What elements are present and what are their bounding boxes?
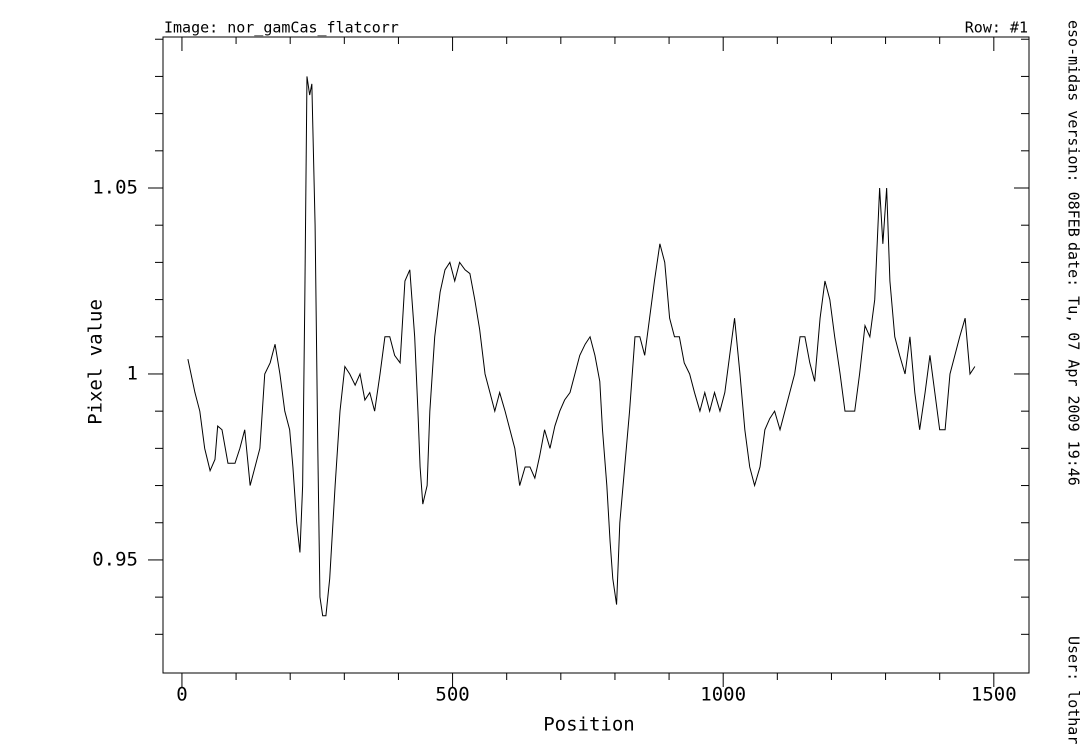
- y-axis-label: Pixel value: [85, 299, 107, 425]
- x-tick-label: 1500: [971, 684, 1017, 706]
- version-note: eso-midas version: 08FEB: [1065, 20, 1083, 237]
- y-tick-label: 1.05: [92, 177, 138, 199]
- user-note: User: lothar: [1065, 636, 1083, 744]
- y-tick-label: 0.95: [92, 548, 138, 570]
- plot-frame: [162, 36, 1030, 674]
- chart-title: Image: nor_gamCas_flatcorr: [164, 19, 399, 37]
- row-label: Row: #1: [965, 19, 1028, 37]
- y-tick-label: 1: [127, 362, 138, 384]
- x-tick-label: 500: [435, 684, 469, 706]
- date-note: date: Tu, 07 Apr 2009 19:46: [1065, 242, 1083, 486]
- x-tick-label: 1000: [700, 684, 746, 706]
- x-axis-label: Position: [543, 714, 635, 736]
- x-tick-label: 0: [176, 684, 187, 706]
- data-line: [187, 76, 976, 617]
